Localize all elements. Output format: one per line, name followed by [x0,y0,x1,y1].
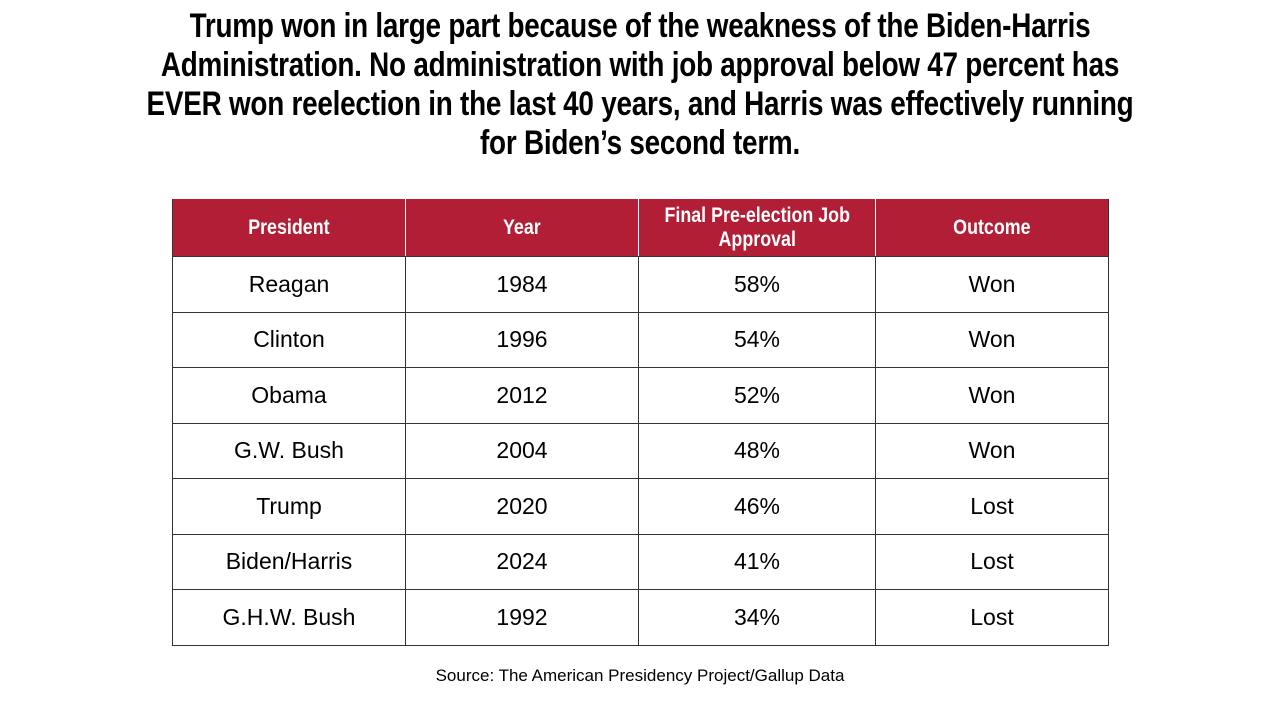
cell-year: 1984 [405,256,639,313]
cell-outcome: Lost [875,478,1109,535]
table-row: Biden/Harris 2024 41% Lost [172,533,1109,590]
cell-approval: 52% [638,367,876,424]
cell-year: 1992 [405,589,639,646]
col-header-president: President [172,199,406,257]
table-row: Trump 2020 46% Lost [172,478,1109,535]
cell-outcome: Won [875,311,1109,368]
table-row: G.H.W. Bush 1992 34% Lost [172,589,1109,646]
cell-year: 2024 [405,533,639,590]
cell-president: G.W. Bush [172,422,406,479]
col-header-approval: Final Pre-election Job Approval [638,199,876,257]
col-header-approval-label: Final Pre-election Job Approval [664,203,850,251]
cell-approval: 41% [638,533,876,590]
headline: Trump won in large part because of the w… [146,7,1134,162]
source-attribution: Source: The American Presidency Project/… [435,666,845,685]
cell-outcome: Won [875,422,1109,479]
table-row: G.W. Bush 2004 48% Won [172,422,1109,479]
approval-table: President Year Final Pre-election Job Ap… [172,199,1109,646]
cell-outcome: Won [875,367,1109,424]
table-header-row: President Year Final Pre-election Job Ap… [172,199,1109,257]
cell-approval: 58% [638,256,876,313]
cell-president: Biden/Harris [172,533,406,590]
col-header-outcome-label: Outcome [953,215,1031,239]
table-row: Reagan 1984 58% Won [172,256,1109,313]
cell-outcome: Lost [875,589,1109,646]
cell-approval: 34% [638,589,876,646]
cell-president: Reagan [172,256,406,313]
cell-year: 2012 [405,367,639,424]
col-header-year-label: Year [503,215,541,239]
table-row: Clinton 1996 54% Won [172,311,1109,368]
cell-president: Clinton [172,311,406,368]
cell-year: 2004 [405,422,639,479]
cell-year: 2020 [405,478,639,535]
cell-year: 1996 [405,311,639,368]
col-header-outcome: Outcome [875,199,1109,257]
cell-approval: 54% [638,311,876,368]
table-row: Obama 2012 52% Won [172,367,1109,424]
cell-president: G.H.W. Bush [172,589,406,646]
cell-outcome: Lost [875,533,1109,590]
cell-approval: 46% [638,478,876,535]
cell-president: Trump [172,478,406,535]
col-header-president-label: President [248,215,330,239]
cell-approval: 48% [638,422,876,479]
cell-president: Obama [172,367,406,424]
col-header-year: Year [405,199,639,257]
cell-outcome: Won [875,256,1109,313]
